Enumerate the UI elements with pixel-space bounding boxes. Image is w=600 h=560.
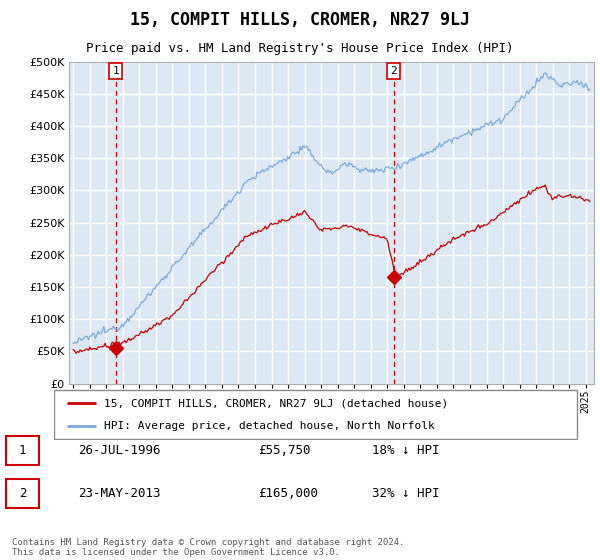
Text: 23-MAY-2013: 23-MAY-2013 xyxy=(78,487,161,500)
FancyBboxPatch shape xyxy=(54,390,577,438)
Text: £55,750: £55,750 xyxy=(258,444,311,458)
Text: 18% ↓ HPI: 18% ↓ HPI xyxy=(372,444,439,458)
Text: Contains HM Land Registry data © Crown copyright and database right 2024.
This d: Contains HM Land Registry data © Crown c… xyxy=(12,538,404,557)
Text: 1: 1 xyxy=(112,66,119,76)
Text: £165,000: £165,000 xyxy=(258,487,318,500)
Text: 26-JUL-1996: 26-JUL-1996 xyxy=(78,444,161,458)
Text: 1: 1 xyxy=(19,444,26,458)
Text: 2: 2 xyxy=(19,487,26,500)
Text: HPI: Average price, detached house, North Norfolk: HPI: Average price, detached house, Nort… xyxy=(104,422,435,432)
Text: 2: 2 xyxy=(390,66,397,76)
Text: 15, COMPIT HILLS, CROMER, NR27 9LJ: 15, COMPIT HILLS, CROMER, NR27 9LJ xyxy=(130,11,470,29)
Text: 15, COMPIT HILLS, CROMER, NR27 9LJ (detached house): 15, COMPIT HILLS, CROMER, NR27 9LJ (deta… xyxy=(104,398,448,408)
Text: 32% ↓ HPI: 32% ↓ HPI xyxy=(372,487,439,500)
Text: Price paid vs. HM Land Registry's House Price Index (HPI): Price paid vs. HM Land Registry's House … xyxy=(86,42,514,55)
